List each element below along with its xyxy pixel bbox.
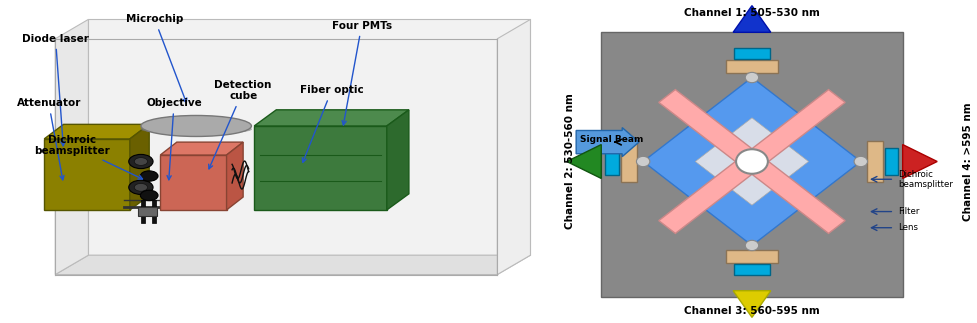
- Circle shape: [134, 158, 148, 165]
- Text: Attenuator: Attenuator: [17, 99, 81, 180]
- Bar: [725, 60, 777, 73]
- Polygon shape: [160, 142, 243, 155]
- Polygon shape: [227, 142, 243, 210]
- Circle shape: [141, 190, 158, 201]
- Text: Signal Beam: Signal Beam: [579, 135, 643, 144]
- Text: Filter: Filter: [898, 207, 919, 216]
- Circle shape: [129, 154, 153, 169]
- Text: Four PMTs: Four PMTs: [331, 21, 391, 125]
- Circle shape: [744, 72, 758, 83]
- Bar: [734, 264, 769, 275]
- Polygon shape: [496, 19, 530, 275]
- Polygon shape: [575, 128, 638, 157]
- Text: Channel 1: 505-530 nm: Channel 1: 505-530 nm: [683, 8, 819, 18]
- Polygon shape: [55, 255, 530, 275]
- Polygon shape: [566, 144, 601, 178]
- Bar: [141, 200, 146, 223]
- Text: Channel 4: >595 nm: Channel 4: >595 nm: [961, 102, 971, 221]
- Polygon shape: [44, 139, 130, 210]
- Polygon shape: [733, 291, 770, 317]
- Polygon shape: [88, 19, 530, 255]
- Polygon shape: [138, 207, 157, 216]
- Polygon shape: [44, 124, 149, 139]
- Bar: [867, 141, 882, 182]
- Bar: [151, 200, 156, 223]
- Polygon shape: [643, 78, 860, 245]
- Bar: [601, 32, 902, 297]
- Text: Diode laser: Diode laser: [22, 34, 89, 146]
- Text: Dichroic
beamsplitter: Dichroic beamsplitter: [898, 170, 953, 189]
- Circle shape: [744, 240, 758, 251]
- Polygon shape: [160, 155, 227, 210]
- Ellipse shape: [141, 115, 251, 136]
- Text: Detection
cube: Detection cube: [208, 80, 272, 169]
- Text: Dichroic
beamsplitter: Dichroic beamsplitter: [34, 135, 143, 179]
- Circle shape: [129, 180, 153, 194]
- Polygon shape: [254, 126, 386, 210]
- Circle shape: [853, 156, 867, 167]
- Polygon shape: [695, 118, 808, 205]
- Ellipse shape: [141, 124, 251, 134]
- Text: Channel 3: 560-595 nm: Channel 3: 560-595 nm: [683, 306, 819, 316]
- Circle shape: [736, 149, 767, 174]
- Bar: [605, 148, 618, 175]
- Polygon shape: [658, 89, 844, 234]
- Polygon shape: [733, 5, 770, 32]
- Polygon shape: [55, 19, 88, 275]
- Polygon shape: [902, 144, 936, 178]
- Circle shape: [636, 156, 649, 167]
- Bar: [620, 141, 636, 182]
- Text: Fiber optic: Fiber optic: [299, 86, 363, 162]
- Circle shape: [141, 171, 158, 181]
- Text: Objective: Objective: [146, 99, 201, 180]
- Polygon shape: [386, 110, 408, 210]
- Bar: [884, 148, 898, 175]
- Polygon shape: [130, 124, 149, 210]
- Polygon shape: [254, 110, 408, 126]
- Bar: [725, 250, 777, 263]
- Polygon shape: [658, 89, 844, 234]
- Bar: [734, 48, 769, 59]
- Text: Microchip: Microchip: [126, 15, 187, 102]
- Circle shape: [134, 183, 148, 191]
- Text: Lens: Lens: [898, 223, 917, 232]
- Text: Channel 2: 530-560 nm: Channel 2: 530-560 nm: [565, 94, 574, 229]
